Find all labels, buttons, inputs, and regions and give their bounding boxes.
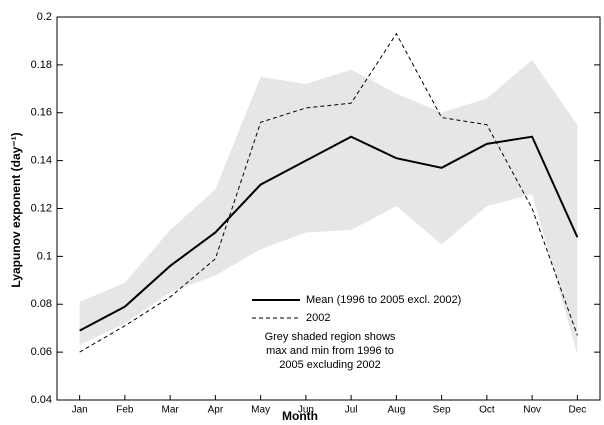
x-axis-label: Month — [282, 409, 318, 423]
x-tick-label: Oct — [479, 405, 495, 416]
range-band — [79, 60, 578, 355]
y-tick-label: 0.14 — [31, 155, 52, 167]
legend-label: Mean (1996 to 2005 excl. 2002) — [306, 294, 461, 306]
x-tick-label: Nov — [523, 405, 541, 416]
x-tick-label: Aug — [387, 405, 405, 416]
x-tick-label: Dec — [568, 405, 586, 416]
series-line — [79, 32, 578, 353]
y-tick-label: 0.1 — [37, 250, 52, 262]
y-tick-label: 0.18 — [31, 59, 52, 71]
x-tick-label: May — [251, 405, 270, 416]
y-tick-label: 0.04 — [31, 394, 52, 406]
y-axis-label: Lyapunov exponent (day⁻¹) — [9, 132, 23, 287]
x-tick-label: Jul — [345, 405, 358, 416]
y-tick-label: 0.16 — [31, 107, 52, 119]
x-tick-label: Sep — [433, 405, 451, 416]
x-tick-label: Mar — [162, 405, 180, 416]
annotation: max and min from 1996 to — [266, 345, 394, 357]
x-tick-label: Apr — [208, 405, 224, 416]
annotation: 2005 excluding 2002 — [279, 359, 381, 371]
y-tick-label: 0.08 — [31, 298, 52, 310]
x-tick-label: Jun — [298, 405, 314, 416]
series-line — [79, 135, 579, 332]
annotation: Grey shaded region shows — [265, 331, 396, 343]
x-tick-label: Feb — [116, 405, 134, 416]
y-tick-label: 0.12 — [31, 202, 52, 214]
legend-label: 2002 — [306, 312, 330, 324]
x-tick-label: Jan — [72, 405, 88, 416]
y-tick-label: 0.2 — [37, 11, 52, 23]
y-tick-label: 0.06 — [31, 346, 52, 358]
